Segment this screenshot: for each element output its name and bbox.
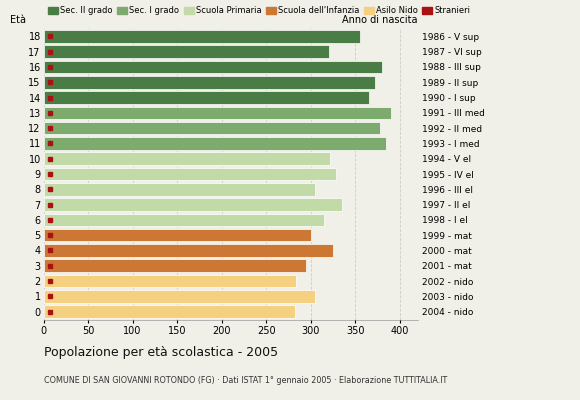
Text: COMUNE DI SAN GIOVANNI ROTONDO (FG) · Dati ISTAT 1° gennaio 2005 · Elaborazione : COMUNE DI SAN GIOVANNI ROTONDO (FG) · Da…: [44, 376, 447, 385]
Bar: [44, 30, 360, 43]
Bar: [44, 91, 369, 104]
Bar: [44, 214, 324, 226]
Bar: [44, 244, 333, 257]
Bar: [44, 260, 306, 272]
Bar: [44, 168, 336, 180]
Bar: [44, 305, 295, 318]
Bar: [44, 137, 386, 150]
Text: Anno di nascita: Anno di nascita: [342, 15, 418, 25]
Bar: [44, 106, 391, 119]
Bar: [44, 76, 375, 88]
Bar: [44, 46, 328, 58]
Text: Popolazione per età scolastica - 2005: Popolazione per età scolastica - 2005: [44, 346, 278, 359]
Bar: [44, 183, 315, 196]
Bar: [44, 152, 330, 165]
Bar: [44, 229, 311, 242]
Bar: [44, 275, 296, 287]
Text: Età: Età: [10, 15, 26, 25]
Bar: [44, 290, 315, 302]
Legend: Sec. II grado, Sec. I grado, Scuola Primaria, Scuola dell'Infanzia, Asilo Nido, : Sec. II grado, Sec. I grado, Scuola Prim…: [48, 6, 471, 15]
Bar: [44, 61, 382, 73]
Bar: [44, 198, 342, 211]
Bar: [44, 122, 380, 134]
